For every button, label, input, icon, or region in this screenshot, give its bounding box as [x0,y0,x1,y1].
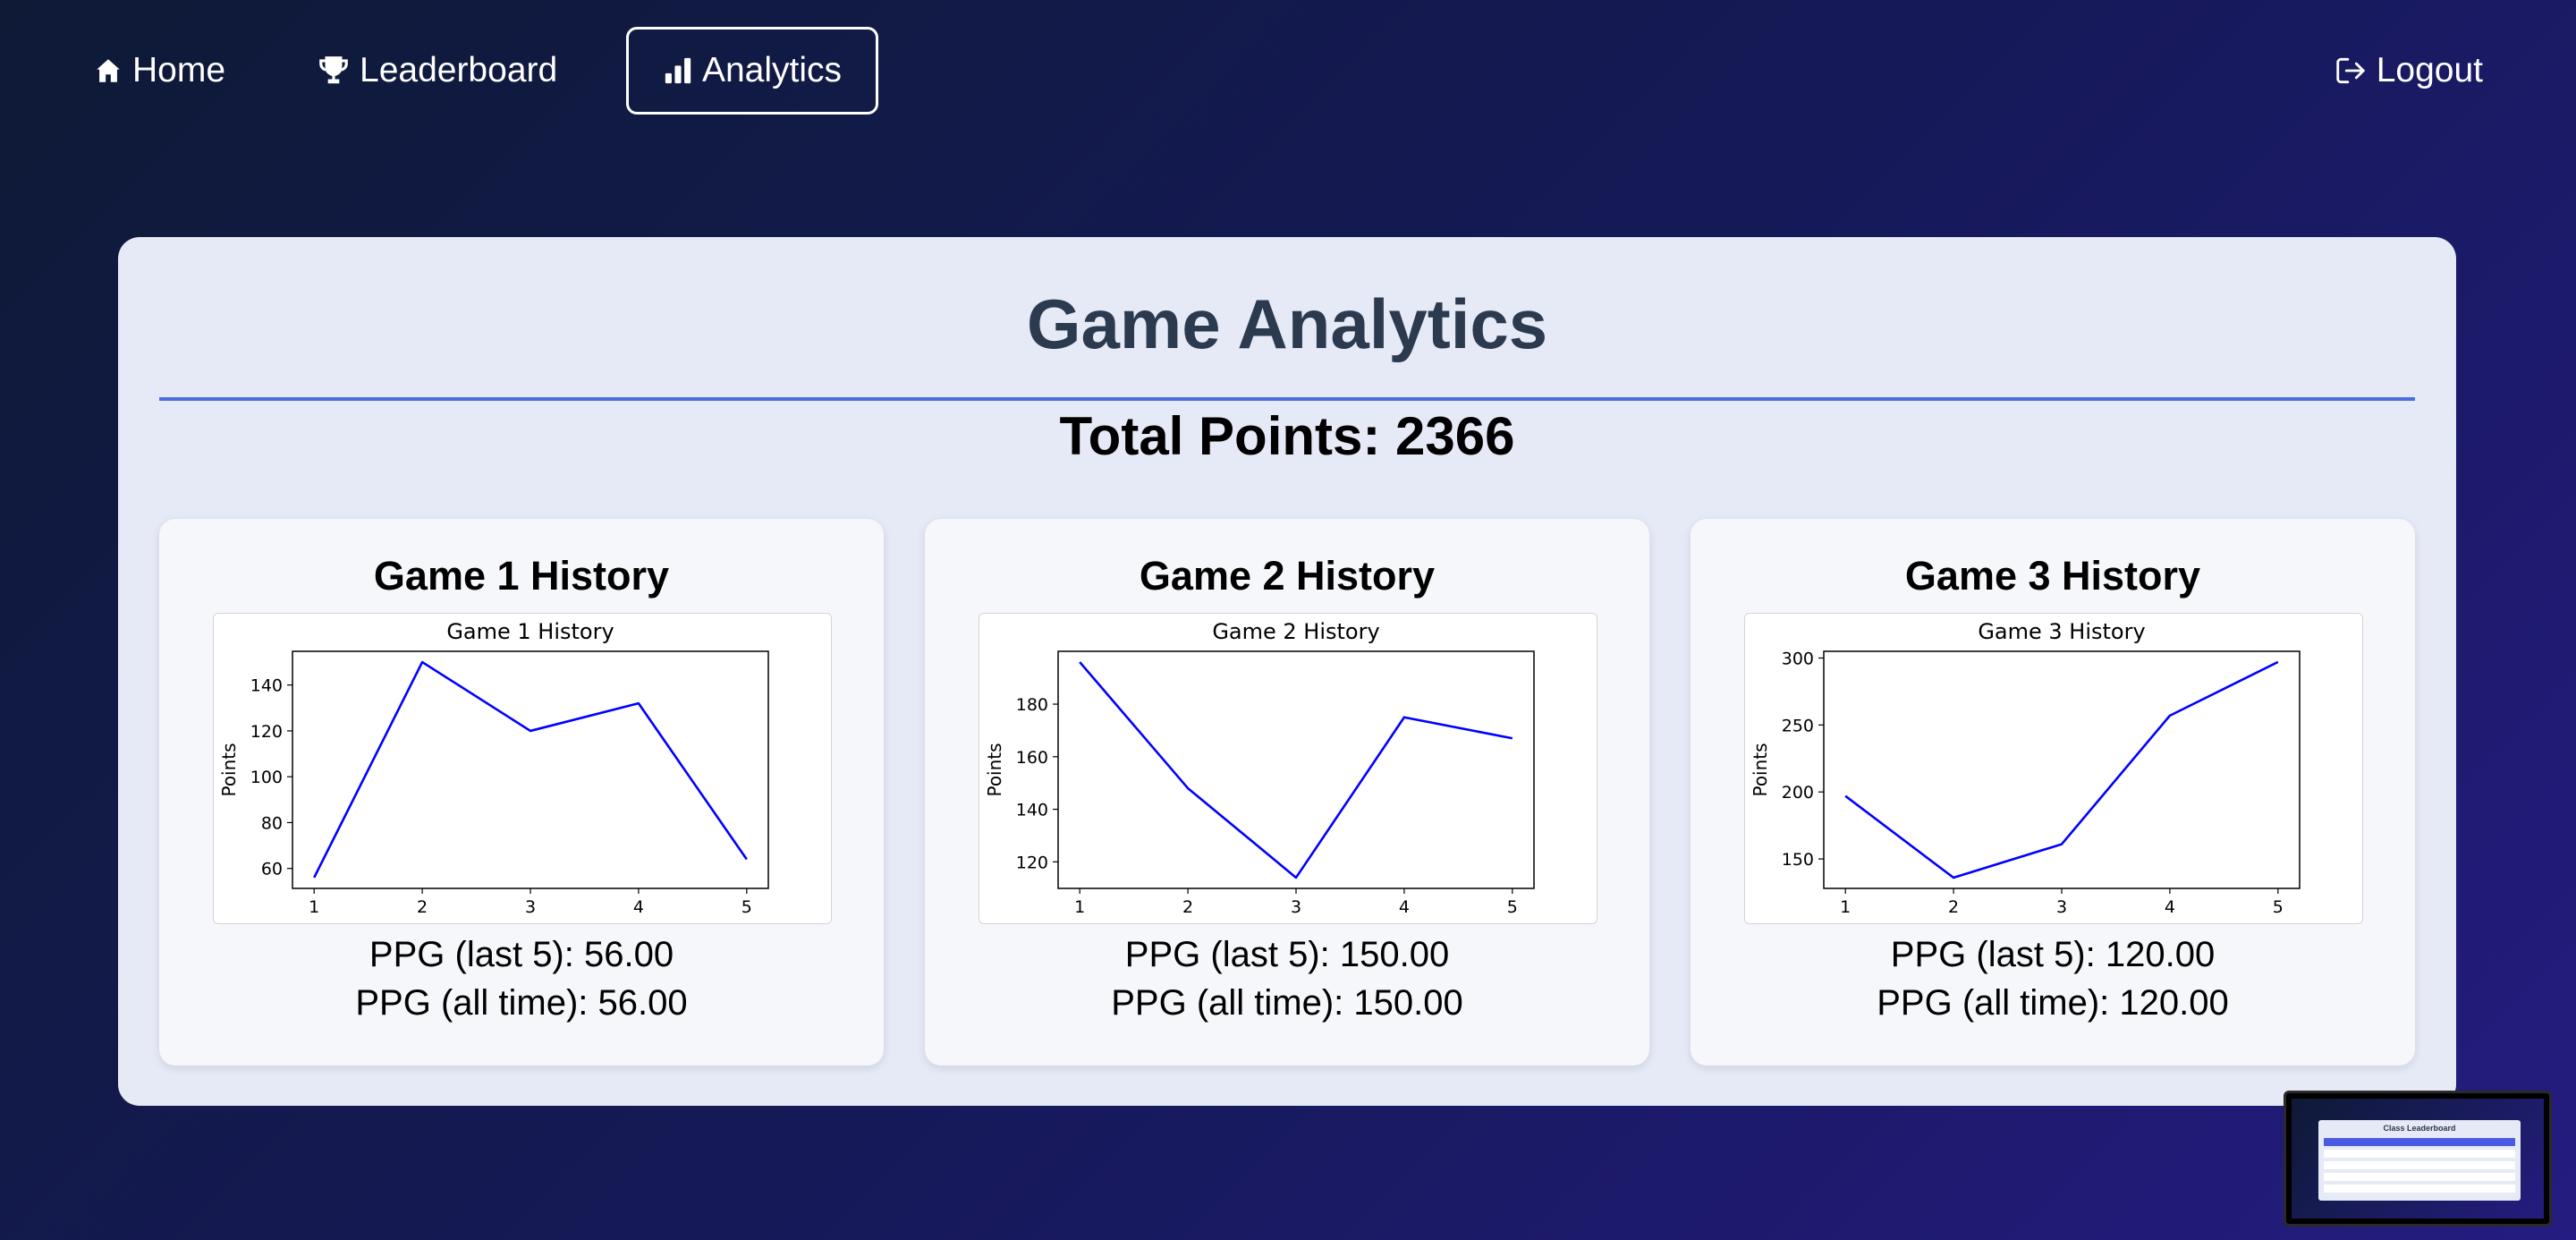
x-tick-label: 2 [417,897,428,917]
y-tick-label: 160 [1016,748,1048,768]
ppg-last-5: PPG (last 5): 120.00 [1890,935,2216,974]
x-tick-label: 5 [2273,897,2284,917]
game-card-3: Game 3 History Game 3 History 1 2 3 4 5 150 200… [1690,519,2415,1066]
y-tick-label: 150 [1782,850,1814,870]
y-tick-label: 80 [261,813,283,833]
nav-analytics-link[interactable]: Analytics [626,27,878,115]
x-tick-label: 1 [1840,897,1851,917]
y-tick-label: 100 [250,768,283,787]
y-tick-label: 200 [1782,783,1814,803]
nav-logout-link[interactable]: Logout [2334,27,2483,115]
plot-frame [1057,650,1535,889]
nav-home-link[interactable]: Home [93,27,225,115]
trophy-icon [319,56,348,84]
thumbnail-preview: Class Leaderboard [2292,1099,2544,1219]
screenshot-thumbnail[interactable]: Class Leaderboard [2284,1091,2552,1227]
game-3-chart: Game 3 History 1 2 3 4 5 150 200 250 300 Points [1744,613,2363,924]
x-tick-label: 3 [2056,897,2067,917]
y-tick-label: 140 [250,676,283,696]
plot-frame [292,650,769,889]
home-icon [97,59,120,82]
game-card-2: Game 2 History Game 2 History 1 2 3 4 5 120 140… [925,519,1649,1066]
y-tick-label: 120 [250,722,283,742]
ppg-all-time: PPG (all time): 120.00 [1877,983,2229,1023]
analytics-panel: Game Analytics Total Points: 2366 Game 1… [118,237,2456,1106]
ppg-last-5: PPG (last 5): 150.00 [1124,935,1450,974]
y-tick-label: 120 [1016,853,1048,872]
thumbnail-table-row [2324,1150,2515,1158]
thumbnail-table-row [2324,1173,2515,1181]
card-title: Game 1 History [373,553,670,599]
y-axis-label: Points [218,743,240,796]
game-2-chart: Game 2 History 1 2 3 4 5 120 140 160 180 Points [979,613,1597,924]
thumbnail-table-row [2324,1185,2515,1193]
x-tick-label: 3 [525,897,536,917]
thumbnail-title: Class Leaderboard [2383,1124,2456,1133]
total-points: Total Points: 2366 [1059,406,1515,466]
thumbnail-table-header [2324,1138,2515,1146]
card-title: Game 2 History [1139,553,1436,599]
ppg-all-time: PPG (all time): 56.00 [355,983,688,1023]
series-line [1844,660,2279,879]
nav-home-label: Home [132,51,226,89]
x-tick-label: 4 [1399,897,1410,917]
logout-icon [2336,57,2365,84]
top-nav: Home Leaderboard Analytics Logout [0,27,2576,116]
title-divider [159,397,2415,401]
y-tick-label: 140 [1016,801,1048,820]
game-card-1: Game 1 History Game 1 History 1 2 3 4 5 60 80 10… [159,519,884,1066]
thumbnail-table-row [2324,1161,2515,1169]
nav-logout-label: Logout [2376,51,2483,89]
y-axis-label: Points [984,743,1005,796]
thumbnail-card: Class Leaderboard [2318,1120,2521,1201]
game-1-chart: Game 1 History 1 2 3 4 5 60 80 100 120 140 Points [213,613,832,924]
card-title: Game 3 History [1904,553,2201,599]
x-tick-label: 1 [1074,897,1085,917]
y-axis-label: Points [1750,743,1771,796]
series-line [313,660,748,879]
y-tick-label: 300 [1782,649,1814,668]
x-tick-label: 5 [1507,897,1518,917]
chart-title: Game 1 History [446,619,614,644]
x-tick-label: 4 [633,897,644,917]
game-2-chart-svg: Game 2 History 1 2 3 4 5 120 140 160 180 Points [984,619,1535,917]
x-tick-label: 4 [2165,897,2175,917]
y-tick-label: 60 [261,860,283,879]
chart-title: Game 2 History [1212,619,1379,644]
ppg-last-5: PPG (last 5): 56.00 [369,935,674,974]
chart-title: Game 3 History [1978,619,2145,644]
nav-analytics-label: Analytics [701,51,843,89]
y-tick-label: 180 [1016,695,1048,715]
series-line [1079,661,1513,879]
game-3-chart-svg: Game 3 History 1 2 3 4 5 150 200 250 300 Points [1750,619,2301,917]
x-tick-label: 1 [309,897,319,917]
page-title: Game Analytics [1026,285,1548,363]
nav-leaderboard-link[interactable]: Leaderboard [317,27,557,115]
x-tick-label: 3 [1291,897,1301,917]
x-tick-label: 2 [1182,897,1193,917]
nav-leaderboard-label: Leaderboard [360,51,558,89]
ppg-all-time: PPG (all time): 150.00 [1111,983,1463,1023]
x-tick-label: 2 [1948,897,1959,917]
y-tick-label: 250 [1782,716,1814,735]
game-1-chart-svg: Game 1 History 1 2 3 4 5 60 80 100 120 140 Points [218,619,769,917]
bar-chart-icon [665,57,691,84]
x-tick-label: 5 [741,897,752,917]
